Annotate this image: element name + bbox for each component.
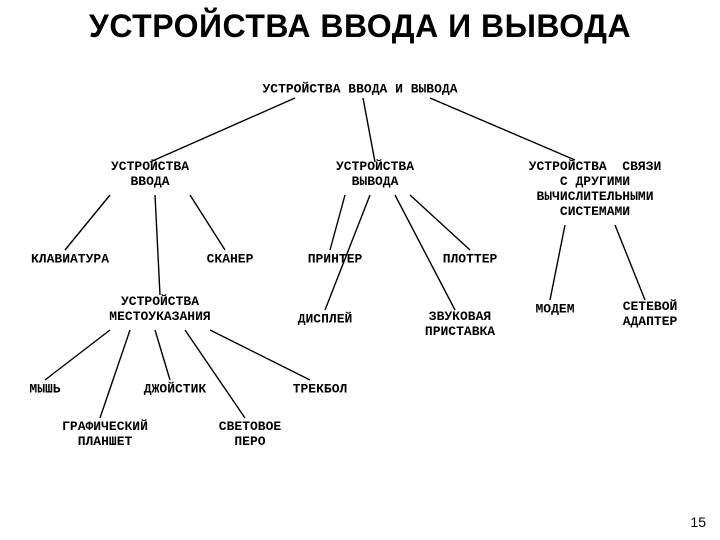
node-scanner: СКАНЕР (207, 253, 254, 268)
node-input: УСТРОЙСТВА ВВОДА (111, 160, 189, 190)
node-keyboard: КЛАВИАТУРА (31, 253, 109, 268)
node-root: УСТРОЙСТВА ВВОДА И ВЫВОДА (262, 83, 457, 98)
node-pointer: УСТРОЙСТВА МЕСТОУКАЗАНИЯ (109, 295, 210, 325)
node-comm: УСТРОЙСТВА СВЯЗИ С ДРУГИМИ ВЫЧИСЛИТЕЛЬНЫ… (529, 160, 662, 220)
page-number: 15 (690, 514, 706, 530)
node-netcard: СЕТЕВОЙ АДАПТЕР (623, 300, 678, 330)
node-plotter: ПЛОТТЕР (443, 253, 498, 268)
node-trackball: ТРЕКБОЛ (293, 383, 348, 398)
node-mouse: МЫШЬ (29, 383, 60, 398)
node-output: УСТРОЙСТВА ВЫВОДА (336, 160, 414, 190)
node-lightpen: СВЕТОВОЕ ПЕРО (219, 420, 281, 450)
node-joystick: ДЖОЙСТИК (144, 383, 206, 398)
node-display: ДИСПЛЕЙ (298, 313, 353, 328)
node-tablet: ГРАФИЧЕСКИЙ ПЛАНШЕТ (62, 420, 148, 450)
node-sound: ЗВУКОВАЯ ПРИСТАВКА (425, 310, 495, 340)
node-printer: ПРИНТЕР (308, 253, 363, 268)
node-modem: МОДЕМ (535, 303, 574, 318)
